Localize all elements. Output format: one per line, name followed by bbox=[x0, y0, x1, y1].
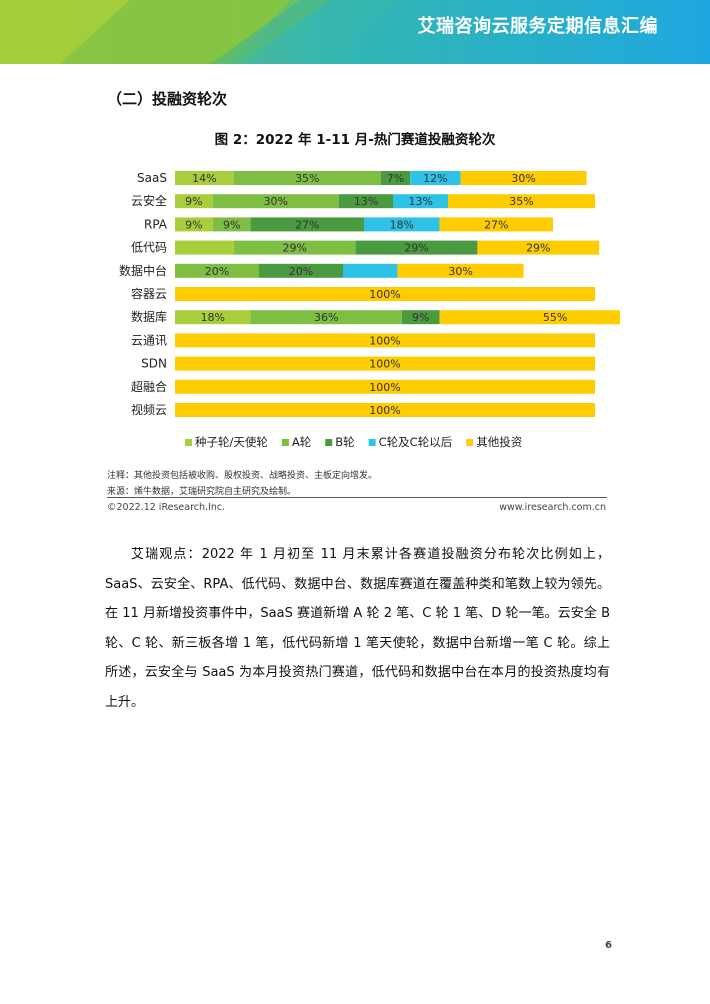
bar-value-label: 55% bbox=[543, 311, 567, 324]
bar-value-label: 9% bbox=[223, 218, 240, 231]
bar-segment bbox=[393, 194, 448, 209]
bar-value-label: 27% bbox=[484, 218, 508, 231]
category-label: 容器云 bbox=[131, 286, 167, 301]
bar-value-label: 30% bbox=[511, 172, 535, 185]
bar-value-label: 20% bbox=[289, 265, 313, 278]
bar-segment bbox=[448, 194, 595, 209]
bar-value-label: 13% bbox=[354, 195, 378, 208]
legend-label: A轮 bbox=[292, 435, 312, 449]
legend-label: C轮及C轮以后 bbox=[379, 435, 453, 449]
bar-segment bbox=[343, 263, 398, 278]
bar-value-label: 29% bbox=[404, 242, 428, 255]
bar-value-label: 9% bbox=[185, 218, 202, 231]
legend-swatch bbox=[466, 439, 474, 446]
category-label: RPA bbox=[144, 217, 168, 231]
page-number: 6 bbox=[605, 940, 612, 951]
section-heading: （二）投融资轮次 bbox=[107, 90, 228, 108]
bar-segment bbox=[175, 356, 595, 371]
bar-value-label: 9% bbox=[185, 195, 202, 208]
bar-segment bbox=[477, 240, 600, 255]
bar-value-label: 18% bbox=[390, 218, 414, 231]
bar-segment bbox=[175, 263, 259, 278]
bar-value-label: 100% bbox=[369, 288, 400, 301]
legend-swatch bbox=[281, 439, 289, 446]
legend-swatch bbox=[368, 439, 376, 446]
category-label: 数据库 bbox=[131, 309, 167, 324]
bar-segment bbox=[175, 379, 595, 394]
bar-segment bbox=[175, 333, 595, 348]
bar-value-label: 29% bbox=[526, 242, 550, 255]
bar-value-label: 100% bbox=[369, 381, 400, 394]
bar-value-label: 30% bbox=[448, 265, 472, 278]
bar-value-label: 35% bbox=[295, 172, 319, 185]
bar-value-label: 9% bbox=[412, 311, 429, 324]
category-label: 数据中台 bbox=[119, 263, 167, 278]
bar-segment bbox=[460, 171, 587, 185]
category-label: 超融合 bbox=[131, 379, 167, 394]
bar-segment bbox=[439, 310, 620, 325]
bar-segment bbox=[338, 194, 394, 209]
category-label: 云通讯 bbox=[131, 333, 167, 347]
bar-segment bbox=[212, 194, 339, 209]
bar-segment bbox=[175, 240, 234, 255]
header-banner: 艾瑞咨询云服务定期信息汇编 bbox=[0, 0, 710, 64]
legend-label: 其他投资 bbox=[476, 435, 522, 449]
bar-segment bbox=[401, 310, 440, 325]
bar-value-label: 7% bbox=[387, 172, 404, 185]
bar-value-label: 35% bbox=[509, 195, 533, 208]
bar-value-label: 100% bbox=[369, 404, 400, 417]
footer-website: www.iresearch.com.cn bbox=[499, 502, 606, 513]
category-label: 低代码 bbox=[131, 241, 167, 255]
legend-label: B轮 bbox=[335, 435, 355, 449]
bar-segment bbox=[355, 240, 478, 255]
chart-note: 注释：其他投资包括被收购、股权投资、战略投资、主板定向增发。 bbox=[107, 471, 378, 481]
bar-segment bbox=[175, 217, 213, 232]
footer-copyright: ©2022.12 iResearch.Inc. bbox=[107, 502, 226, 513]
category-label: SaaS bbox=[137, 171, 167, 185]
bar-segment bbox=[175, 171, 234, 185]
bar-value-label: 14% bbox=[192, 172, 216, 185]
banner-graphic bbox=[0, 0, 710, 64]
legend-swatch bbox=[185, 439, 192, 446]
legend-label: 种子轮/天使轮 bbox=[195, 435, 268, 449]
analysis-paragraph: 艾瑞观点：2022 年 1 月初至 11 月末累计各赛道投融资分布轮次比例如上，… bbox=[105, 547, 610, 710]
bar-segment bbox=[175, 194, 213, 209]
category-label: 云安全 bbox=[131, 193, 167, 208]
bar-segment bbox=[410, 171, 461, 185]
bar-value-label: 27% bbox=[295, 218, 319, 231]
bar-segment bbox=[380, 171, 411, 185]
bar-value-label: 30% bbox=[264, 195, 288, 208]
legend-swatch bbox=[325, 439, 333, 446]
bar-segment bbox=[175, 310, 251, 325]
bar-segment bbox=[175, 403, 595, 417]
chart-source: 来源：烯牛数据，艾瑞研究院自主研究及绘制。 bbox=[107, 487, 297, 497]
bar-segment bbox=[233, 240, 356, 255]
bar-segment bbox=[439, 217, 553, 232]
category-label: 视频云 bbox=[131, 402, 167, 417]
bar-value-label: 100% bbox=[369, 334, 400, 347]
bar-segment bbox=[397, 263, 524, 278]
bar-value-label: 36% bbox=[314, 311, 338, 324]
bar-segment bbox=[212, 217, 251, 232]
header-title: 艾瑞咨询云服务定期信息汇编 bbox=[417, 16, 658, 37]
bar-value-label: 18% bbox=[201, 311, 225, 324]
category-label: SDN bbox=[141, 357, 167, 371]
bar-value-label: 12% bbox=[423, 172, 447, 185]
bar-value-label: 20% bbox=[205, 265, 229, 278]
stacked-bar-chart: SaaS 14% 35% 7% 12% 30% 云安全 9% 30% 13% 13% 35% RPA 9%… bbox=[119, 171, 620, 449]
bar-segment bbox=[250, 310, 402, 325]
bar-segment bbox=[259, 263, 343, 278]
bar-segment bbox=[250, 217, 364, 232]
bar-segment bbox=[175, 287, 595, 301]
footer-divider bbox=[107, 497, 607, 498]
bar-segment bbox=[364, 217, 440, 232]
bar-segment bbox=[233, 171, 381, 185]
chart-title: 图 2：2022 年 1-11 月-热门赛道投融资轮次 bbox=[214, 132, 496, 148]
bar-value-label: 100% bbox=[369, 358, 400, 371]
bar-value-label: 29% bbox=[282, 242, 306, 255]
bar-value-label: 13% bbox=[408, 195, 432, 208]
